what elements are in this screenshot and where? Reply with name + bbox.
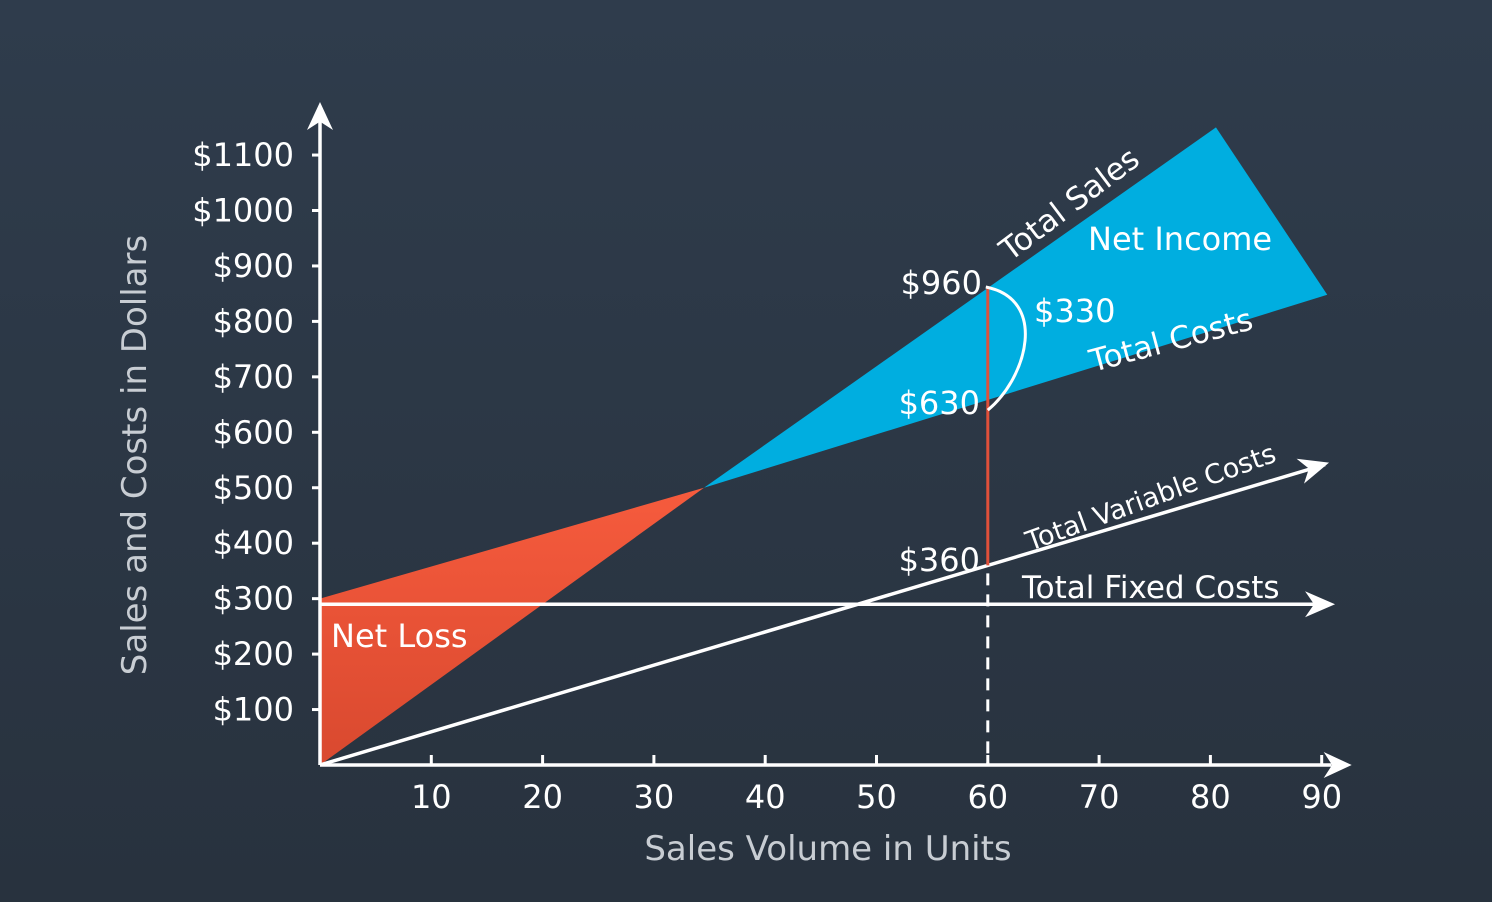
net-income-label: Net Income — [1088, 220, 1272, 258]
total-fixed-costs-arrowhead — [1305, 591, 1336, 618]
annotation-income-value: $330 — [1034, 292, 1115, 330]
y-tick-label: $700 — [213, 358, 294, 396]
annotation-variable-value: $360 — [899, 541, 980, 579]
x-tick-label: 70 — [1079, 778, 1120, 816]
y-tick-label: $100 — [213, 691, 294, 729]
y-tick-label: $1000 — [192, 192, 294, 230]
x-axis-title: Sales Volume in Units — [644, 829, 1011, 869]
y-tick-label: $200 — [213, 635, 294, 673]
net-income-region — [703, 127, 1328, 488]
x-tick-label: 60 — [967, 778, 1008, 816]
total-variable-costs-line — [319, 462, 1326, 767]
total-variable-costs-label: Total Variable Costs — [1021, 438, 1280, 558]
total-variable-costs-arrowhead — [1296, 458, 1330, 484]
x-tick-label: 10 — [411, 778, 452, 816]
y-tick-label: $400 — [213, 524, 294, 562]
y-tick-label: $600 — [213, 413, 294, 451]
x-tick-label: 80 — [1190, 778, 1231, 816]
y-tick-label: $1100 — [192, 136, 294, 174]
annotation-costs-value: $630 — [899, 384, 980, 422]
total-fixed-costs-label: Total Fixed Costs — [1021, 570, 1280, 606]
net-loss-region — [320, 487, 704, 765]
y-tick-label: $300 — [213, 580, 294, 618]
y-tick-label: $900 — [213, 247, 294, 285]
y-axis-title: Sales and Costs in Dollars — [115, 235, 155, 675]
y-axis-arrowhead — [307, 102, 333, 130]
difference-bracket — [985, 285, 1027, 412]
x-tick-label: 90 — [1301, 778, 1342, 816]
annotation-sales-value: $960 — [901, 264, 982, 302]
y-tick-label: $800 — [213, 302, 294, 340]
x-tick-label: 30 — [634, 778, 675, 816]
x-axis-arrowhead — [1323, 752, 1352, 778]
y-tick-label: $500 — [213, 469, 294, 507]
x-tick-label: 20 — [522, 778, 563, 816]
net-loss-label: Net Loss — [331, 617, 468, 655]
x-tick-label: 40 — [745, 778, 786, 816]
x-tick-label: 50 — [856, 778, 897, 816]
